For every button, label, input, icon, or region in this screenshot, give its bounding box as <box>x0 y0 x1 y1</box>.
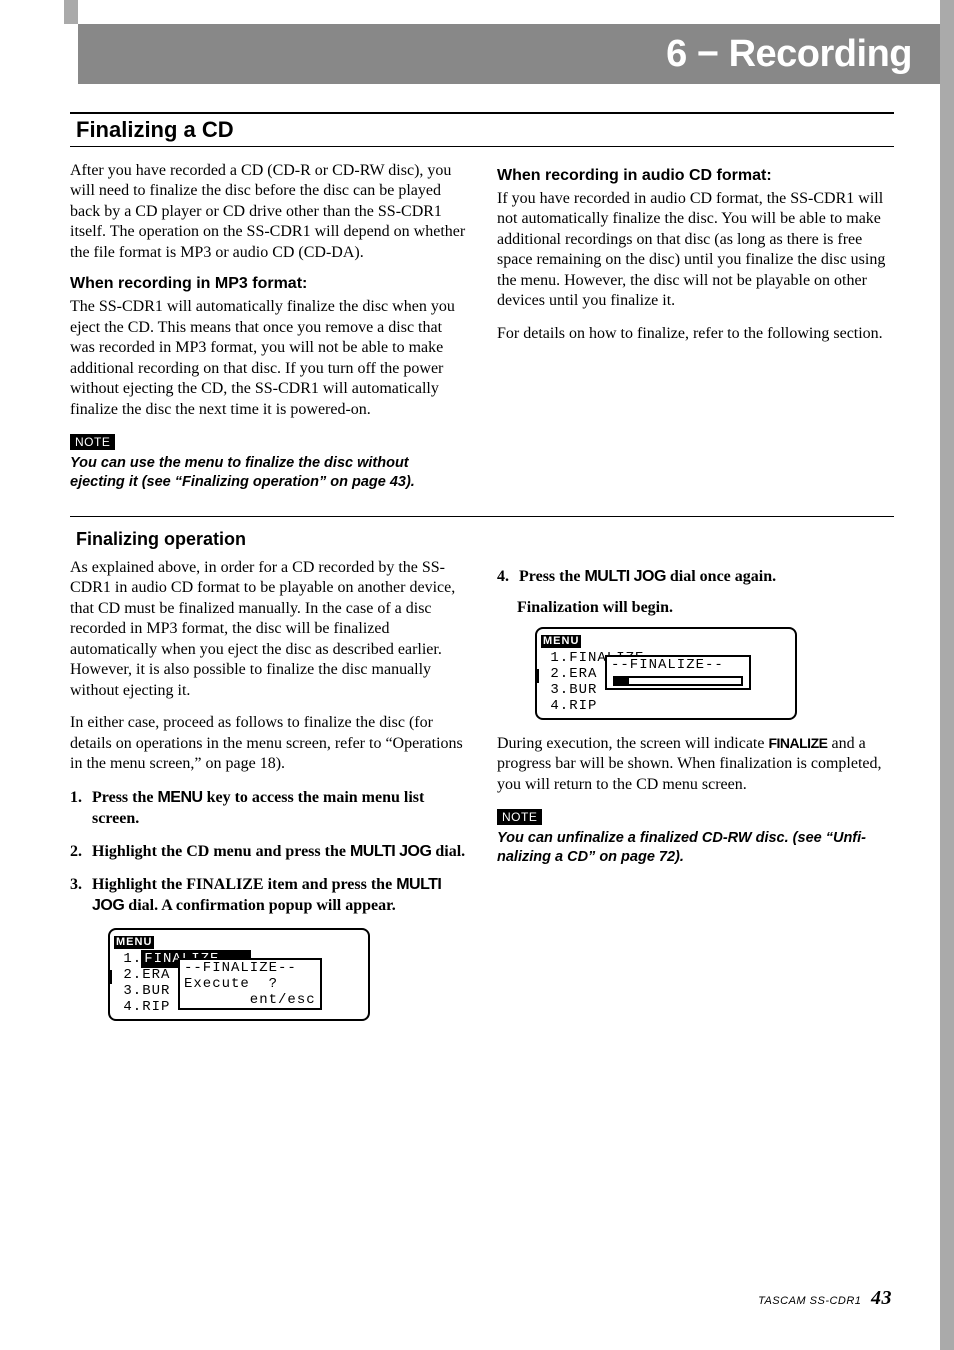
lcd2-pop1: --FINALIZE-- <box>611 657 745 673</box>
lcd-screenshot-1: MENU 1.FINALIZE 2.ERA 3.BUR 4.RIP --FINA… <box>108 928 370 1021</box>
step-4: Press the MULTI JOG dial once again. <box>497 566 894 587</box>
mp3-body: The SS-CDR1 will automatically finalize … <box>70 297 467 420</box>
finop-p1: As explained above, in order for a CD re… <box>70 558 467 701</box>
lcd2-line4: 4.RIP <box>541 698 791 714</box>
section1-left-col: After you have recorded a CD (CD-R or CD… <box>70 161 467 502</box>
acd-body-2: For details on how to finalize, refer to… <box>497 324 894 344</box>
section1-right-col: When recording in audio CD format: If yo… <box>497 161 894 502</box>
page-number: 43 <box>871 1287 892 1309</box>
finalizing-operation-heading: Finalizing operation <box>70 529 894 550</box>
lcd1-pop2: Execute ? <box>184 976 316 992</box>
page-content: Finalizing a CD After you have recorded … <box>70 112 894 1035</box>
note-badge-2: NOTE <box>497 809 542 825</box>
lcd-screenshot-2: MENU 1.FINALIZE 2.ERA 3.BUR 4.RIP --FINA… <box>535 627 797 720</box>
lcd-scroll-mark <box>109 970 112 984</box>
finop-p2: In either case, proceed as follows to fi… <box>70 713 467 774</box>
lcd2-popup: --FINALIZE-- <box>605 655 751 690</box>
lcd1-pop3: ent/esc <box>184 992 316 1008</box>
lcd2-progress-fill <box>615 678 629 684</box>
lcd1-pop1: --FINALIZE-- <box>184 960 316 976</box>
page-footer: TASCAM SS-CDR1 43 <box>758 1287 892 1310</box>
lcd1-title: MENU <box>114 936 154 949</box>
multijog-label: MULTI JOG <box>584 568 665 585</box>
section-finalizing-cd-heading: Finalizing a CD <box>70 112 894 147</box>
lcd-scroll-mark <box>536 669 539 683</box>
during-paragraph: During execution, the screen will indica… <box>497 734 894 795</box>
steps-list-cont: Press the MULTI JOG dial once again. <box>497 566 894 587</box>
chapter-title: 6 − Recording <box>78 24 940 84</box>
step-2: Highlight the CD menu and press the MULT… <box>70 841 467 862</box>
page-accent-top <box>64 0 78 24</box>
section2-right-col: Press the MULTI JOG dial once again. Fin… <box>497 558 894 1035</box>
step-1: Press the MENU key to access the main me… <box>70 787 467 829</box>
note-body-2: You can unfinalize a finalized CD-RW dis… <box>497 829 894 867</box>
mp3-subhead: When recording in MP3 format: <box>70 275 467 293</box>
finalize-keyword: FINALIZE <box>768 735 827 751</box>
acd-body: If you have recorded in audio CD format,… <box>497 189 894 312</box>
step-3: Highlight the FINALIZE item and press th… <box>70 874 467 916</box>
menu-key-label: MENU <box>157 789 202 806</box>
lcd2-progress-bar <box>613 676 743 686</box>
acd-subhead: When recording in audio CD format: <box>497 167 894 185</box>
intro-paragraph: After you have recorded a CD (CD-R or CD… <box>70 161 467 263</box>
steps-list: Press the MENU key to access the main me… <box>70 787 467 917</box>
section2-columns: As explained above, in order for a CD re… <box>70 558 894 1035</box>
step-4-sub: Finalization will begin. <box>517 599 894 617</box>
footer-model: TASCAM SS-CDR1 <box>758 1295 861 1307</box>
multijog-label: MULTI JOG <box>350 843 431 860</box>
page-accent-right <box>940 0 954 1350</box>
note-body-1: You can use the menu to finalize the dis… <box>70 454 467 492</box>
lcd1-popup: --FINALIZE-- Execute ? ent/esc <box>178 958 322 1010</box>
lcd2-title: MENU <box>541 635 581 648</box>
section1-columns: After you have recorded a CD (CD-R or CD… <box>70 161 894 502</box>
divider <box>70 516 894 517</box>
section2-left-col: As explained above, in order for a CD re… <box>70 558 467 1035</box>
note-badge: NOTE <box>70 434 115 450</box>
